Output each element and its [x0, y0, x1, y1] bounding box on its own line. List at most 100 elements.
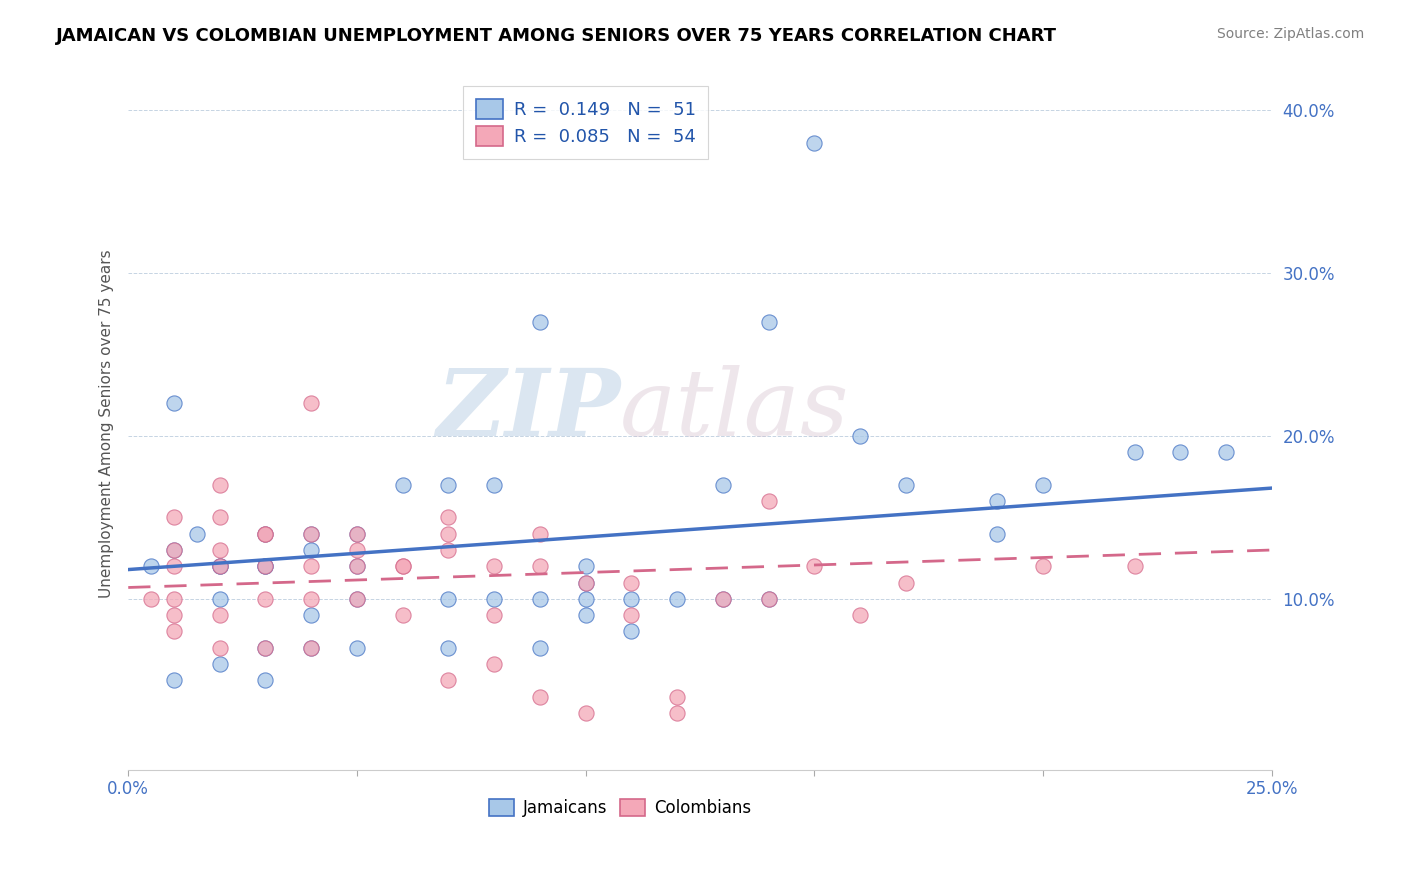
Point [529, 640, 551, 655]
Point [346, 526, 368, 541]
Point [299, 543, 322, 558]
Point [346, 543, 368, 558]
Point [529, 559, 551, 574]
Point [758, 315, 780, 329]
Point [139, 559, 162, 574]
Point [758, 494, 780, 508]
Point [163, 673, 186, 688]
Point [1123, 445, 1146, 459]
Point [482, 657, 505, 671]
Point [163, 543, 186, 558]
Point [346, 559, 368, 574]
Point [254, 526, 277, 541]
Point [849, 608, 872, 623]
Text: ZIP: ZIP [436, 365, 620, 455]
Point [254, 526, 277, 541]
Point [299, 640, 322, 655]
Point [299, 526, 322, 541]
Point [437, 591, 460, 606]
Point [346, 559, 368, 574]
Point [208, 640, 231, 655]
Point [254, 559, 277, 574]
Point [163, 510, 186, 524]
Point [346, 640, 368, 655]
Point [1123, 559, 1146, 574]
Point [437, 510, 460, 524]
Point [208, 608, 231, 623]
Point [986, 494, 1008, 508]
Point [1215, 445, 1237, 459]
Legend: Jamaicans, Colombians: Jamaicans, Colombians [482, 792, 758, 824]
Point [711, 591, 734, 606]
Point [208, 591, 231, 606]
Point [482, 559, 505, 574]
Point [482, 608, 505, 623]
Point [163, 559, 186, 574]
Point [254, 640, 277, 655]
Point [254, 559, 277, 574]
Point [803, 559, 825, 574]
Point [620, 624, 643, 639]
Text: JAMAICAN VS COLOMBIAN UNEMPLOYMENT AMONG SENIORS OVER 75 YEARS CORRELATION CHART: JAMAICAN VS COLOMBIAN UNEMPLOYMENT AMONG… [56, 27, 1057, 45]
Point [482, 478, 505, 492]
Point [529, 526, 551, 541]
Y-axis label: Unemployment Among Seniors over 75 years: Unemployment Among Seniors over 75 years [100, 250, 114, 598]
Point [391, 559, 413, 574]
Point [529, 591, 551, 606]
Point [529, 690, 551, 704]
Point [437, 640, 460, 655]
Point [437, 543, 460, 558]
Point [711, 591, 734, 606]
Point [163, 396, 186, 410]
Point [391, 608, 413, 623]
Point [163, 591, 186, 606]
Point [482, 591, 505, 606]
Point [803, 136, 825, 150]
Point [208, 478, 231, 492]
Point [620, 575, 643, 590]
Point [620, 608, 643, 623]
Point [1032, 478, 1054, 492]
Point [391, 478, 413, 492]
Point [208, 559, 231, 574]
Point [299, 608, 322, 623]
Point [1032, 559, 1054, 574]
Point [163, 543, 186, 558]
Point [666, 706, 689, 720]
Point [529, 315, 551, 329]
Point [1170, 445, 1192, 459]
Point [254, 673, 277, 688]
Point [758, 591, 780, 606]
Point [346, 591, 368, 606]
Point [299, 526, 322, 541]
Point [620, 591, 643, 606]
Point [208, 543, 231, 558]
Point [437, 478, 460, 492]
Point [254, 640, 277, 655]
Point [299, 559, 322, 574]
Point [894, 478, 917, 492]
Point [758, 591, 780, 606]
Point [299, 396, 322, 410]
Point [163, 624, 186, 639]
Point [163, 608, 186, 623]
Point [575, 575, 598, 590]
Point [254, 526, 277, 541]
Point [346, 591, 368, 606]
Point [299, 591, 322, 606]
Point [575, 608, 598, 623]
Text: Source: ZipAtlas.com: Source: ZipAtlas.com [1216, 27, 1364, 41]
Point [254, 591, 277, 606]
Point [894, 575, 917, 590]
Point [575, 575, 598, 590]
Point [666, 690, 689, 704]
Point [666, 591, 689, 606]
Text: atlas: atlas [620, 365, 849, 455]
Point [849, 429, 872, 443]
Point [299, 640, 322, 655]
Point [711, 478, 734, 492]
Point [986, 526, 1008, 541]
Point [575, 591, 598, 606]
Point [139, 591, 162, 606]
Point [208, 510, 231, 524]
